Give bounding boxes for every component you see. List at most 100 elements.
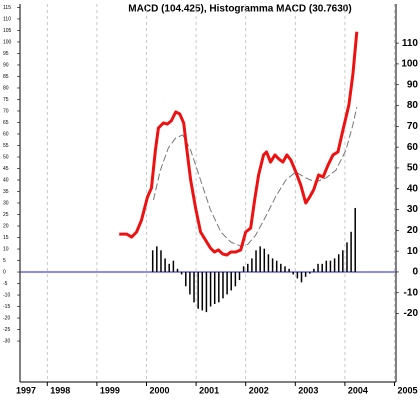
histogram-bar (176, 268, 179, 272)
histogram-bar (238, 271, 241, 281)
histogram-bar (346, 242, 348, 272)
histogram-bar (271, 258, 274, 272)
macd-line (119, 31, 359, 257)
histogram-bar (280, 263, 282, 272)
x-tick-label: 2001 (199, 385, 219, 395)
histogram-bar (342, 250, 344, 272)
y-tick-label: 25 (3, 212, 9, 218)
y-tick-label: 0 (3, 269, 6, 275)
histogram-bar (255, 250, 257, 272)
histogram-bar (193, 271, 195, 303)
histogram-bar (325, 260, 328, 272)
y-tick-label: 95 (3, 51, 9, 57)
y2-tick-label: 110 (402, 38, 419, 49)
histogram-bar (350, 231, 352, 272)
histogram-bar (300, 271, 303, 283)
y-tick-label: 10 (3, 246, 9, 252)
histogram-bar (309, 271, 311, 274)
y2-tick-label: 100 (401, 59, 418, 70)
histogram-bar (226, 271, 228, 295)
y-tick-label: 65 (3, 120, 9, 126)
y2-tick-label: 70 (407, 121, 419, 132)
histogram-bar (209, 271, 212, 307)
histogram-bar (201, 271, 204, 311)
histogram-bar (160, 250, 162, 272)
histogram-bar (259, 246, 261, 272)
y-tick-label: 45 (3, 166, 9, 172)
y-tick-label: 15 (3, 235, 9, 241)
y-tick-label: -20 (3, 315, 10, 321)
histogram-bar (292, 271, 294, 275)
histogram-bar (185, 271, 187, 287)
histogram-bar (234, 271, 237, 287)
histogram-bar (164, 258, 166, 272)
histogram-bar (337, 254, 340, 272)
x-tick-label: 1999 (100, 385, 120, 395)
x-tick-label: 1997 (16, 385, 36, 395)
chart-title: MACD (104.425), Histogramma MACD (30.763… (128, 4, 351, 15)
histogram-bar (263, 248, 266, 272)
histogram-bar (230, 271, 232, 291)
y-tick-label: 70 (3, 108, 9, 114)
y2-tick-label: 60 (407, 142, 419, 153)
y2-tick-label: 10 (407, 246, 419, 257)
y-tick-label: 90 (3, 62, 9, 68)
histogram-bar (168, 263, 170, 272)
histogram-bar (156, 246, 158, 272)
y-tick-label: -10 (3, 292, 10, 298)
y-tick-label: 115 (3, 5, 11, 11)
histogram-bar (304, 271, 307, 277)
y-tick-label: 60 (3, 131, 9, 137)
x-tick-label: 2005 (398, 385, 418, 395)
y-tick-label: 35 (3, 189, 9, 195)
histogram-bar (213, 271, 216, 304)
y-tick-label: 55 (3, 143, 9, 149)
y-tick-label: -30 (3, 338, 10, 344)
y-tick-label: 80 (3, 85, 9, 91)
y2-tick-label: 40 (407, 183, 419, 194)
y-tick-label: 105 (3, 28, 12, 34)
histogram-bar (288, 268, 290, 272)
histogram-bar (222, 271, 224, 299)
histogram-bar (205, 271, 208, 313)
y2-tick-label: 0 (412, 267, 418, 278)
histogram-bar (354, 207, 356, 272)
x-tick-label: 2002 (249, 385, 269, 395)
histogram-bar (151, 250, 154, 272)
histogram-bar (247, 263, 249, 272)
histogram-bar (284, 266, 286, 272)
signal-line (152, 106, 358, 247)
x-tick-label: 2003 (298, 385, 318, 395)
histogram-bar (313, 268, 315, 272)
y2-tick-label: -10 (404, 287, 419, 298)
y2-tick-label: 90 (407, 79, 419, 90)
histogram-bar (251, 258, 253, 272)
histogram-bar (333, 258, 336, 272)
y-tick-label: -15 (3, 304, 10, 310)
y-tick-label: 30 (3, 200, 9, 206)
y-tick-label: -5 (3, 281, 8, 287)
histogram-bar (296, 271, 299, 279)
y-tick-label: 85 (3, 74, 9, 80)
histogram-bar (172, 260, 175, 272)
histogram-bar (329, 260, 332, 272)
histogram-bar (218, 271, 220, 303)
y2-tick-label: -20 (404, 308, 419, 319)
histogram-bar (189, 271, 191, 295)
x-tick-label: 1998 (50, 385, 70, 395)
y-tick-label: 5 (3, 258, 6, 264)
y-tick-label: -25 (3, 327, 10, 333)
histogram-bar (321, 263, 323, 272)
y2-tick-label: 80 (407, 100, 419, 111)
y2-tick-label: 20 (407, 225, 419, 236)
y-tick-label: 20 (3, 223, 9, 229)
histogram-bar (242, 266, 245, 272)
histogram-bar (267, 254, 270, 272)
histogram-bar (197, 271, 199, 309)
y-tick-label: 110 (3, 16, 11, 22)
x-tick-label: 2004 (348, 385, 368, 395)
y-tick-label: 100 (3, 39, 12, 45)
y-tick-label: 40 (3, 177, 9, 183)
histogram-bar (317, 263, 319, 272)
